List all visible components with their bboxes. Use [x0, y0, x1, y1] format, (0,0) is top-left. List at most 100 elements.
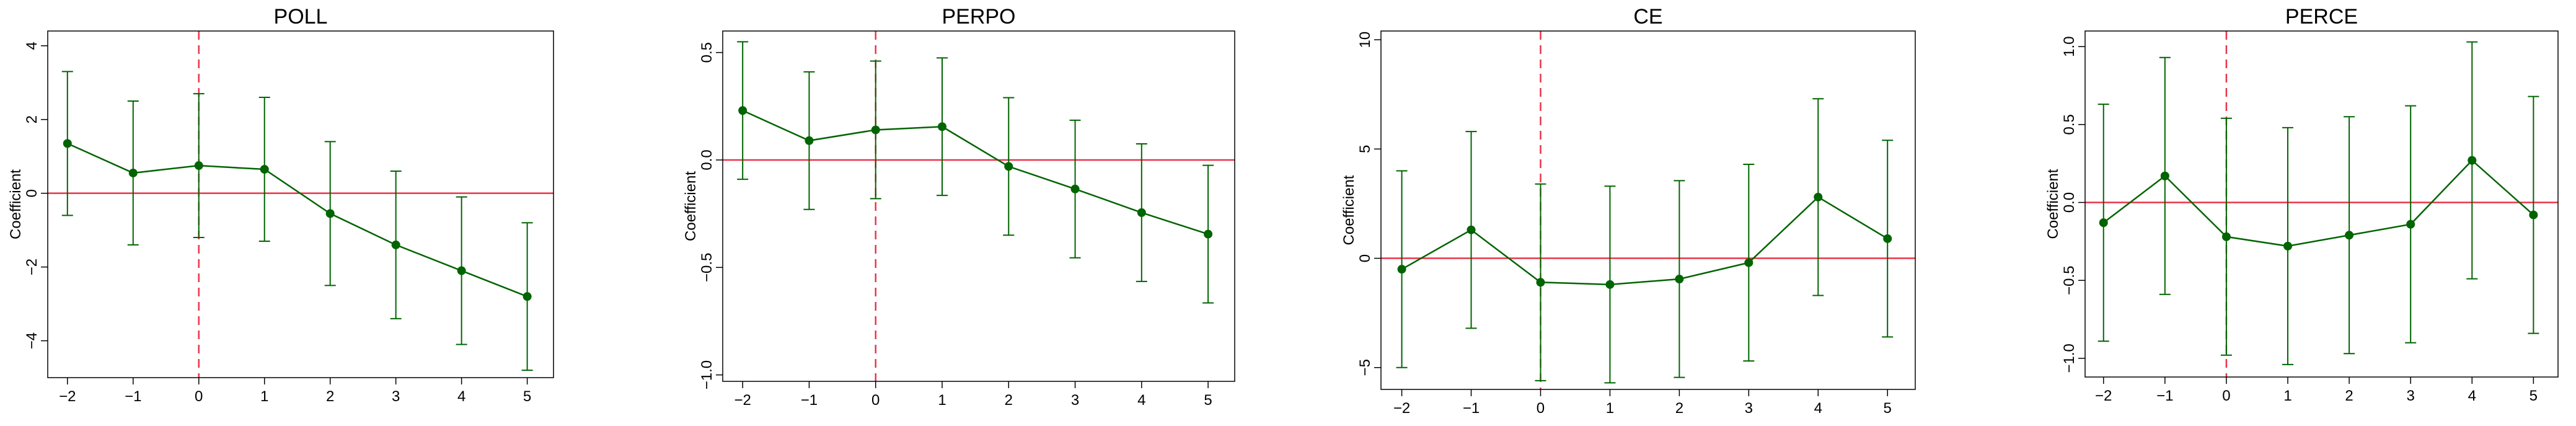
y-tick-label: 2 — [24, 115, 40, 123]
data-point — [2345, 231, 2354, 240]
data-point — [1467, 225, 1476, 234]
x-tick-label: 4 — [1814, 400, 1822, 417]
data-point — [938, 122, 946, 131]
chart-panel-3: PERCE Coefficient −2 −1 0 1 2 3 4 5 −1.0 −0.5 0.0 0.5… — [2045, 5, 2559, 404]
data-point — [1004, 162, 1013, 171]
chart-panel-0: POLL Coefficient −2 −1 0 1 2 3 4 5 −4 −2 0 2 4 — [7, 5, 554, 405]
series-line — [1401, 196, 1888, 286]
data-point — [2099, 218, 2108, 228]
chart-title: PERPO — [942, 5, 1015, 29]
x-tick-label: 3 — [2407, 388, 2415, 404]
x-tick-label: 0 — [195, 388, 203, 405]
y-tick-label: 10 — [1357, 32, 1374, 48]
x-tick-label: 1 — [938, 392, 946, 409]
data-point — [1204, 229, 1213, 239]
y-tick-label: −0.5 — [2061, 265, 2078, 295]
data-point — [128, 168, 138, 177]
chart-title: PERCE — [2285, 5, 2358, 29]
x-tick-label: 1 — [2283, 388, 2291, 404]
plot-frame — [722, 30, 1235, 382]
series-line — [2102, 159, 2534, 247]
data-point — [457, 266, 466, 275]
chart-title: POLL — [274, 5, 328, 29]
data-point — [1744, 258, 1753, 267]
x-tick-label: 2 — [1005, 392, 1013, 409]
y-axis-label: Coefficient — [7, 169, 24, 239]
data-point — [1397, 265, 1406, 274]
x-tick-label: 3 — [392, 388, 400, 405]
data-point — [2283, 241, 2292, 251]
data-point — [2406, 220, 2415, 229]
data-point — [1814, 192, 1823, 202]
y-tick-label: −5 — [1357, 359, 1374, 376]
x-tick-label: 3 — [1745, 400, 1753, 417]
x-tick-label: 5 — [1884, 400, 1892, 417]
x-tick-label: 5 — [523, 388, 531, 405]
data-point — [523, 292, 532, 301]
x-tick-label: −1 — [801, 392, 818, 409]
x-tick-label: 3 — [1071, 392, 1079, 409]
data-point — [871, 125, 880, 135]
data-point — [1883, 234, 1892, 243]
x-tick-label: 0 — [1537, 400, 1545, 417]
y-axis-label: Coefficient — [682, 171, 699, 241]
data-point — [391, 240, 400, 249]
y-tick-label: 0.5 — [699, 42, 715, 63]
data-point — [805, 136, 814, 145]
x-tick-label: −1 — [2156, 388, 2173, 404]
x-tick-label: 2 — [2345, 388, 2353, 404]
x-tick-label: −2 — [1393, 400, 1410, 417]
chart-panel-2: CE Coefficient −2 −1 0 1 2 3 4 5 −5 0 5 10 — [1341, 5, 1916, 417]
y-axis-label: Coefficient — [2045, 169, 2062, 239]
data-point — [1137, 208, 1146, 217]
x-tick-label: 0 — [871, 392, 880, 409]
data-point — [2160, 171, 2169, 180]
x-tick-label: −1 — [125, 388, 141, 405]
y-tick-label: 0.0 — [2061, 192, 2078, 213]
plot-frame — [47, 30, 554, 378]
y-tick-label: −0.5 — [699, 253, 715, 282]
x-tick-label: −2 — [59, 388, 76, 405]
y-tick-label: 4 — [24, 42, 40, 50]
data-point — [63, 139, 72, 148]
y-tick-label: −2 — [24, 259, 40, 275]
plot-frame — [2084, 30, 2559, 378]
chart-panel-1: PERPO Coefficient −2 −1 0 1 2 3 4 5 −1.0 −0.5 0.0 0.5 — [682, 5, 1235, 409]
data-point — [325, 209, 335, 218]
data-point — [194, 161, 203, 171]
y-tick-label: 0.0 — [699, 149, 715, 170]
series-line — [742, 110, 1209, 235]
data-point — [2468, 156, 2477, 165]
x-tick-label: 4 — [1137, 392, 1145, 409]
data-point — [1605, 280, 1615, 289]
series-line — [67, 143, 528, 298]
x-tick-label: 1 — [260, 388, 268, 405]
x-tick-label: 0 — [2222, 388, 2230, 404]
x-tick-label: 1 — [1606, 400, 1614, 417]
data-point — [1070, 184, 1080, 193]
y-tick-label: −1.0 — [699, 360, 715, 389]
y-tick-label: 5 — [1357, 145, 1374, 153]
x-tick-label: −1 — [1463, 400, 1480, 417]
y-tick-label: −1.0 — [2061, 344, 2078, 373]
y-tick-label: −4 — [24, 332, 40, 349]
y-tick-label: 0 — [1357, 254, 1374, 262]
x-tick-label: 2 — [326, 388, 334, 405]
y-axis-label: Coefficient — [1341, 175, 1357, 245]
x-tick-label: 5 — [1204, 392, 1212, 409]
data-point — [1675, 275, 1684, 284]
y-tick-label: 0.5 — [2061, 114, 2078, 135]
chart-title: CE — [1633, 5, 1662, 29]
data-point — [2221, 232, 2231, 241]
data-point — [2529, 210, 2538, 220]
x-tick-label: 2 — [1675, 400, 1683, 417]
x-tick-label: 5 — [2530, 388, 2538, 404]
data-point — [260, 165, 269, 174]
y-tick-label: 1.0 — [2061, 36, 2078, 56]
y-tick-label: 0 — [24, 189, 40, 197]
plot-frame — [1380, 30, 1916, 390]
x-tick-label: −2 — [734, 392, 751, 409]
data-point — [1536, 278, 1545, 287]
data-point — [738, 106, 748, 115]
